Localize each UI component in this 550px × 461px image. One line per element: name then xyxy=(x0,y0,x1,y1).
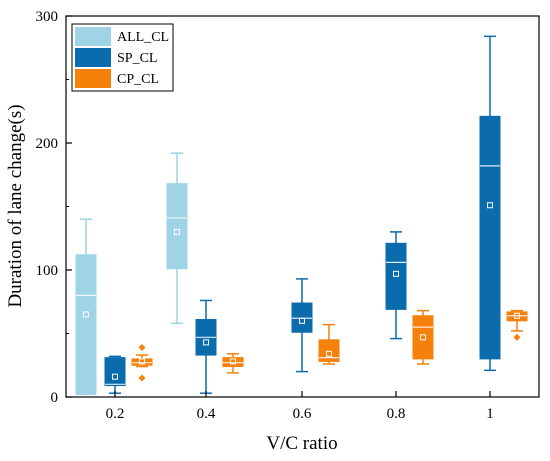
mean-marker xyxy=(487,202,493,209)
x-tick-label: 1 xyxy=(486,406,494,422)
legend-swatch-cp-cl xyxy=(75,69,111,88)
legend-label-cp-cl: CP_CL xyxy=(117,72,159,87)
box-cp-cl-1 xyxy=(506,309,528,341)
box-sp-cl-0.4 xyxy=(195,299,217,394)
y-tick-label: 300 xyxy=(36,9,59,25)
box-iqr xyxy=(222,357,244,368)
outlier-point xyxy=(138,374,146,382)
legend-label-sp-cl: SP_CL xyxy=(117,51,157,66)
legend-swatch-sp-cl xyxy=(75,48,111,67)
y-axis-title: Duration of lane change(s) xyxy=(5,104,26,307)
box-iqr xyxy=(412,315,434,360)
chart-marks xyxy=(75,35,528,396)
mean-marker xyxy=(83,311,89,318)
x-tick-label: 0.6 xyxy=(293,406,312,422)
legend-label-all-cl: ALL_CL xyxy=(117,30,169,45)
box-iqr xyxy=(506,311,528,322)
mean-marker xyxy=(420,334,426,341)
y-tick-label: 200 xyxy=(36,136,59,152)
mean-marker xyxy=(514,312,520,319)
box-cp-cl-0.8 xyxy=(412,309,434,365)
box-cp-cl-0.6 xyxy=(318,323,340,365)
box-iqr xyxy=(479,115,501,360)
box-cp-cl-0.2 xyxy=(131,343,153,382)
x-tick-label: 0.4 xyxy=(197,406,216,422)
box-sp-cl-0.2 xyxy=(104,355,126,394)
mean-marker xyxy=(139,358,145,365)
box-iqr xyxy=(291,302,313,333)
box-sp-cl-0.6 xyxy=(291,278,313,373)
y-tick-label: 0 xyxy=(51,390,59,406)
y-tick-label: 100 xyxy=(36,263,59,279)
box-iqr xyxy=(75,254,97,395)
legend-swatch-all-cl xyxy=(75,27,111,46)
box-iqr xyxy=(166,183,188,270)
box-all-cl-0.4 xyxy=(166,152,188,325)
mean-marker xyxy=(112,373,118,380)
mean-marker xyxy=(174,228,180,235)
outlier-point xyxy=(138,343,146,351)
box-iqr xyxy=(318,339,340,362)
x-axis-title: V/C ratio xyxy=(266,433,337,454)
mean-marker xyxy=(299,317,305,324)
legend: ALL_CL SP_CL CP_CL xyxy=(71,23,174,92)
outlier-point xyxy=(513,333,521,341)
x-tick-label: 0.2 xyxy=(106,406,125,422)
mean-marker xyxy=(393,270,399,277)
mean-marker xyxy=(230,358,236,365)
box-sp-cl-0.8 xyxy=(385,231,407,340)
box-cp-cl-0.4 xyxy=(222,353,244,374)
box-sp-cl-1 xyxy=(479,35,501,372)
mean-marker xyxy=(326,350,332,357)
x-tick-label: 0.8 xyxy=(387,406,406,422)
chart-axes: 0 100 200 300 0.2 0.4 0.6 0.8 1 xyxy=(36,9,494,422)
box-iqr xyxy=(104,357,126,387)
box-all-cl-0.2 xyxy=(75,218,97,396)
mean-marker xyxy=(203,339,209,346)
